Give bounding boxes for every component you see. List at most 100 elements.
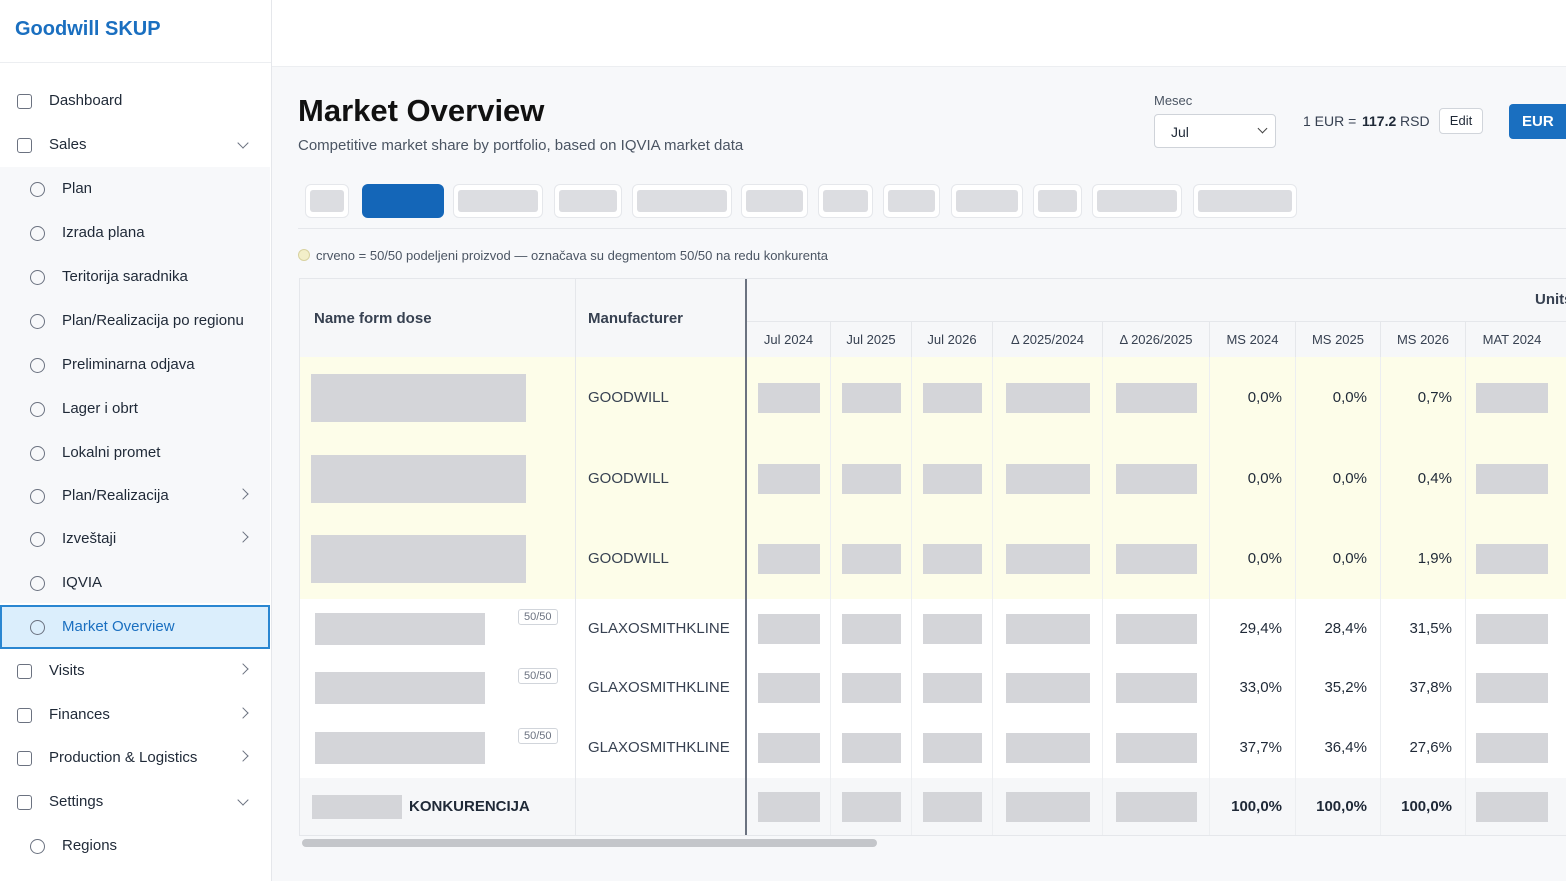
- placeholder: [842, 613, 901, 644]
- month-select[interactable]: Jul: [1154, 114, 1276, 148]
- placeholder: [1198, 190, 1292, 212]
- top-bar: [272, 0, 1566, 67]
- placeholder: [1038, 190, 1077, 212]
- tab[interactable]: [883, 184, 940, 218]
- nav-label: Dashboard: [49, 92, 123, 109]
- placeholder: [559, 190, 617, 212]
- nav-label: Izrada plana: [62, 224, 145, 241]
- nav-item[interactable]: [0, 605, 270, 649]
- placeholder: [1006, 464, 1090, 494]
- ms-value: 27,6%: [1409, 739, 1452, 756]
- manufacturer: GOODWILL: [588, 470, 669, 487]
- tab[interactable]: [951, 184, 1023, 218]
- tab[interactable]: [362, 184, 444, 218]
- tab[interactable]: [741, 184, 808, 218]
- nav-label: IQVIA: [62, 574, 103, 591]
- month-value: Jul: [1171, 124, 1189, 140]
- header-divider: [746, 321, 1566, 322]
- ms-value: 33,0%: [1239, 679, 1282, 696]
- placeholder: [1476, 383, 1548, 413]
- currency-button[interactable]: EUR: [1509, 104, 1566, 139]
- chevron: [1257, 123, 1268, 134]
- scrollbar[interactable]: [302, 839, 877, 847]
- placeholder: [923, 613, 982, 644]
- placeholder: [758, 733, 820, 763]
- nav-label: Finances: [49, 706, 110, 723]
- ms-value: 37,7%: [1239, 739, 1282, 756]
- placeholder: [842, 673, 901, 703]
- badge: 50/50: [518, 668, 558, 684]
- nav-item[interactable]: [0, 79, 270, 123]
- placeholder: [923, 791, 982, 822]
- column-header: Jul 2026: [911, 322, 992, 357]
- placeholder: [1476, 613, 1548, 644]
- nav-item[interactable]: [0, 649, 270, 693]
- nav-item[interactable]: [0, 693, 270, 737]
- nav-label: Teritorija saradnika: [62, 268, 188, 285]
- placeholder: [1476, 673, 1548, 703]
- col-header: Manufacturer: [588, 310, 684, 327]
- nav-icon: [30, 314, 45, 329]
- nav-item[interactable]: [0, 780, 270, 824]
- placeholder: [842, 544, 901, 574]
- nav-icon: [30, 226, 45, 241]
- column-header: Jul 2024: [746, 322, 830, 357]
- badge: 50/50: [518, 728, 558, 744]
- placeholder: [1476, 791, 1548, 822]
- tab[interactable]: [1193, 184, 1297, 218]
- placeholder: [1476, 733, 1548, 763]
- tab[interactable]: [453, 184, 543, 218]
- placeholder: [758, 544, 820, 574]
- nav-icon: [17, 795, 32, 810]
- rate-unit: RSD: [1400, 113, 1430, 129]
- nav-item[interactable]: [0, 123, 270, 167]
- ms-value: 35,2%: [1324, 679, 1367, 696]
- nav-label: Production & Logistics: [49, 749, 198, 766]
- placeholder: [315, 732, 485, 764]
- manufacturer: GLAXOSMITHKLINE: [588, 739, 730, 756]
- group-header: Units: [1535, 291, 1566, 308]
- placeholder: [1116, 791, 1197, 822]
- placeholder: [1116, 544, 1197, 574]
- ms-value: 0,0%: [1247, 550, 1282, 567]
- nav-icon: [30, 532, 45, 547]
- nav-label: Lager i obrt: [62, 400, 138, 417]
- nav-icon: [17, 751, 32, 766]
- total-label: KONKURENCIJA: [409, 797, 530, 815]
- edit-button[interactable]: Edit: [1439, 108, 1483, 134]
- manufacturer: GLAXOSMITHKLINE: [588, 679, 730, 696]
- placeholder: [311, 455, 526, 503]
- placeholder: [746, 190, 803, 212]
- ms-value: 0,4%: [1417, 470, 1452, 487]
- placeholder: [312, 794, 402, 819]
- placeholder: [1116, 733, 1197, 763]
- ms-value: 100,0%: [1231, 797, 1282, 815]
- page-subtitle: Competitive market share by portfolio, b…: [298, 137, 744, 154]
- nav-label: Plan/Realizacija: [62, 487, 169, 504]
- tab[interactable]: [632, 184, 732, 218]
- placeholder: [1006, 544, 1090, 574]
- tab[interactable]: [1033, 184, 1082, 218]
- tab[interactable]: [1092, 184, 1182, 218]
- placeholder: [956, 190, 1018, 212]
- placeholder: [758, 791, 820, 822]
- page-title: Market Overview: [298, 93, 545, 128]
- table: Name form doseManufacturerUnitsJul 2024J…: [299, 278, 1566, 836]
- ms-value: 100,0%: [1401, 797, 1452, 815]
- ms-value: 37,8%: [1409, 679, 1452, 696]
- placeholder: [923, 464, 982, 494]
- tab[interactable]: [305, 184, 349, 218]
- nav-label: Visits: [49, 662, 85, 679]
- nav-label: Settings: [49, 793, 104, 810]
- note-dot: [298, 249, 310, 261]
- tab[interactable]: [554, 184, 622, 218]
- column-header: MS 2026: [1380, 322, 1465, 357]
- nav-icon: [30, 270, 45, 285]
- placeholder: [1006, 383, 1090, 413]
- tab[interactable]: [818, 184, 873, 218]
- placeholder: [823, 190, 868, 212]
- ms-value: 0,7%: [1417, 389, 1452, 406]
- ms-value: 0,0%: [1247, 470, 1282, 487]
- ms-value: 100,0%: [1316, 797, 1367, 815]
